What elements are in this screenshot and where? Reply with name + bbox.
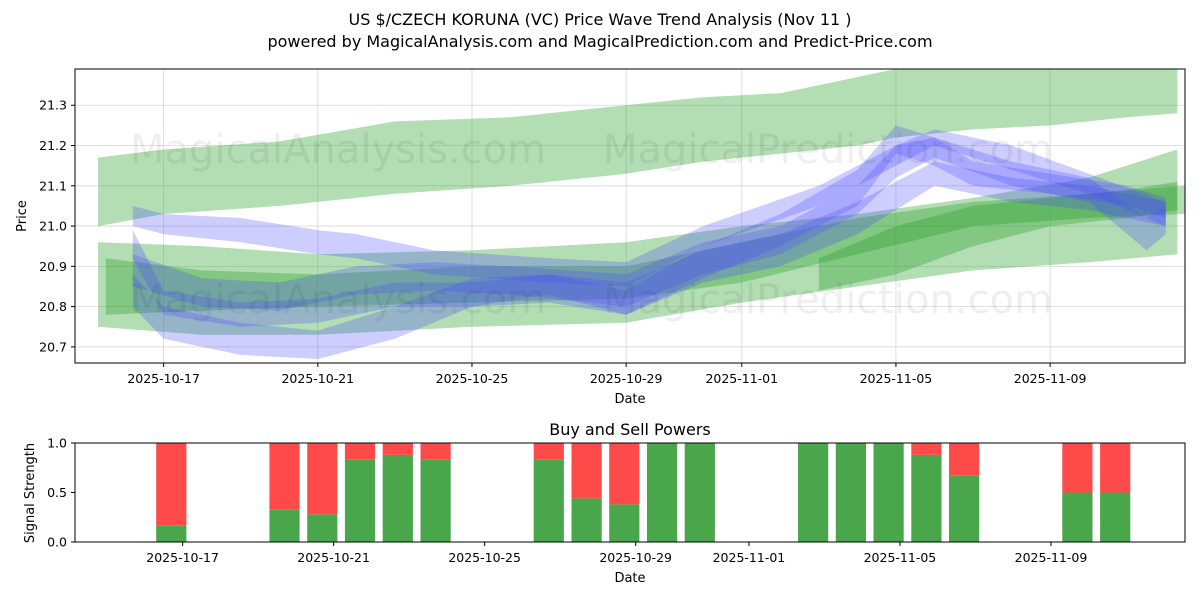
signal-panel: Buy and Sell Powers 2025-10-17 2025-10-21…	[23, 420, 1186, 586]
sell-bar-2025-10-19	[269, 443, 300, 510]
price-panel: MagicalAnalysis.com MagicalPrediction.co…	[15, 68, 1186, 407]
signal-y-tick-label-1: 0.5	[47, 485, 67, 500]
price-y-tick-label-0: 20.7	[39, 339, 67, 354]
chart-title: US $/CZECH KORUNA (VC) Price Wave Trend …	[348, 10, 851, 29]
buy-bar-2025-10-22	[382, 454, 413, 542]
sell-bar-2025-10-26	[533, 443, 564, 460]
price-y-ticks: 20.7 20.8 20.9 21.0 21.1 21.2 21.3	[39, 98, 75, 354]
signal-x-tick-label-3: 2025-10-29	[599, 550, 672, 565]
buy-bar-2025-10-29	[647, 443, 678, 542]
watermark-top-right: MagicalPrediction.com	[603, 127, 1053, 173]
green-band-mid	[105, 185, 1185, 315]
price-x-label: Date	[614, 392, 645, 407]
buy-bar-2025-11-02	[798, 443, 829, 542]
buy-bar-2025-10-27	[571, 498, 602, 542]
signal-bars	[156, 443, 1131, 542]
price-grid	[75, 69, 1185, 363]
signal-x-label: Date	[614, 571, 645, 586]
sell-bar-2025-11-05	[911, 443, 942, 455]
buy-bar-2025-11-10	[1100, 492, 1131, 542]
watermark-top-left: MagicalAnalysis.com	[130, 127, 546, 173]
green-band-forecast	[818, 181, 1178, 291]
buy-bar-2025-11-04	[873, 443, 904, 542]
price-y-label: Price	[15, 200, 30, 232]
sell-bar-2025-11-06	[949, 443, 980, 476]
sell-bar-2025-11-09	[1062, 443, 1093, 493]
sell-bar-2025-10-20	[307, 443, 338, 515]
price-plot-frame	[74, 68, 1186, 364]
buy-bar-2025-10-23	[420, 459, 451, 542]
price-y-tick-label-2: 20.9	[39, 259, 67, 274]
signal-title: Buy and Sell Powers	[549, 420, 711, 439]
price-x-tick-label-0: 2025-10-17	[127, 371, 200, 386]
price-x-tick-label-4: 2025-11-01	[705, 371, 778, 386]
price-x-tick-label-6: 2025-11-09	[1014, 371, 1087, 386]
blue-wave-1	[132, 125, 1166, 327]
green-band-upper	[98, 69, 1178, 227]
sell-bar-2025-10-23	[420, 443, 451, 460]
chart-subtitle: powered by MagicalAnalysis.com and Magic…	[267, 32, 932, 51]
price-x-ticks: 2025-10-17 2025-10-21 2025-10-25 2025-10-29…	[127, 363, 1086, 386]
sell-bar-2025-10-27	[571, 443, 602, 499]
sell-bar-2025-10-28	[609, 443, 640, 505]
buy-bar-2025-11-05	[911, 454, 942, 542]
buy-bar-2025-11-09	[1062, 492, 1093, 542]
signal-x-tick-label-0: 2025-10-17	[146, 550, 219, 565]
price-y-tick-label-6: 21.3	[39, 98, 67, 113]
signal-y-tick-label-2: 1.0	[47, 436, 67, 451]
buy-bar-2025-10-19	[269, 509, 300, 542]
price-series	[98, 69, 1185, 359]
sell-bar-2025-11-10	[1100, 443, 1131, 493]
buy-bar-2025-10-28	[609, 504, 640, 542]
price-y-tick-label-4: 21.1	[39, 178, 67, 193]
buy-bar-2025-10-20	[307, 514, 338, 542]
watermark-mid-right: MagicalPrediction.com	[603, 277, 1053, 323]
signal-y-ticks: 0.0 0.5 1.0	[47, 436, 75, 550]
blue-wave-4	[132, 137, 1166, 311]
buy-bar-2025-11-03	[835, 443, 866, 542]
sell-bar-2025-10-22	[382, 443, 413, 455]
price-y-tick-label-3: 21.0	[39, 219, 67, 234]
signal-x-tick-label-4: 2025-11-01	[713, 550, 786, 565]
price-x-tick-label-2: 2025-10-25	[436, 371, 509, 386]
signal-x-tick-label-6: 2025-11-09	[1015, 550, 1088, 565]
buy-bar-2025-11-06	[949, 475, 980, 542]
price-y-tick-label-1: 20.8	[39, 299, 67, 314]
price-x-tick-label-5: 2025-11-05	[860, 371, 933, 386]
price-x-tick-label-3: 2025-10-29	[590, 371, 663, 386]
watermark-mid-left: MagicalAnalysis.com	[130, 277, 546, 323]
signal-y-label: Signal Strength	[23, 443, 38, 543]
signal-y-tick-label-0: 0.0	[47, 535, 67, 550]
sell-bar-2025-10-21	[344, 443, 376, 460]
blue-wave-3	[132, 161, 1166, 359]
signal-x-tick-label-2: 2025-10-25	[448, 550, 521, 565]
price-y-tick-label-5: 21.2	[39, 138, 67, 153]
sell-bar-2025-10-16	[156, 443, 187, 526]
blue-wave-2	[132, 129, 1166, 287]
price-watermarks: MagicalAnalysis.com MagicalPrediction.co…	[130, 127, 1053, 323]
signal-x-tick-label-1: 2025-10-21	[297, 550, 370, 565]
buy-bar-2025-10-21	[344, 459, 376, 542]
signal-x-tick-label-5: 2025-11-05	[864, 550, 937, 565]
buy-bar-2025-10-30	[684, 443, 715, 542]
signal-x-ticks: 2025-10-17 2025-10-21 2025-10-25 2025-10-29…	[146, 542, 1087, 565]
buy-bar-2025-10-16	[156, 525, 187, 542]
green-band-lower	[98, 149, 1178, 335]
buy-bar-2025-10-26	[533, 459, 564, 542]
price-x-tick-label-1: 2025-10-21	[281, 371, 354, 386]
